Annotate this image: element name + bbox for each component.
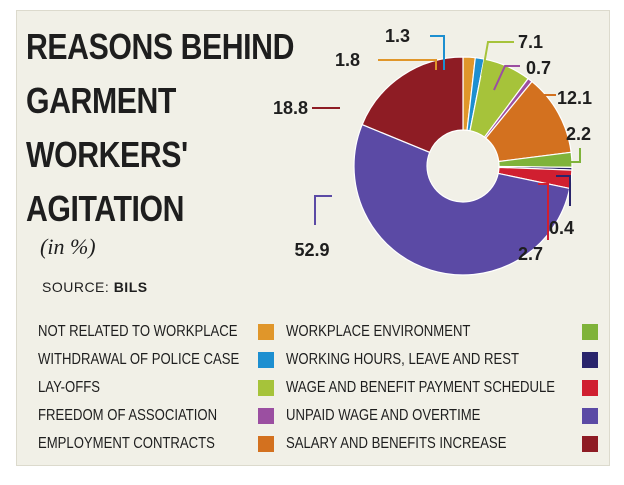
legend-swatch [258, 436, 274, 452]
data-label-3: 0.7 [526, 58, 551, 78]
legend-swatch [258, 352, 274, 368]
title-line-4: AGITATION [26, 188, 185, 229]
title-line-3: WORKERS' [26, 134, 188, 175]
legend-swatch [582, 352, 598, 368]
legend-label: WORKPLACE ENVIRONMENT [286, 323, 471, 340]
legend-swatch [582, 408, 598, 424]
legend-label: FREEDOM OF ASSOCIATION [38, 407, 218, 424]
source-name: BILS [113, 279, 148, 295]
data-label-9: 18.8 [273, 98, 308, 118]
data-label-0: 1.8 [335, 50, 360, 70]
leader-line-7 [538, 183, 549, 240]
data-label-5: 2.2 [566, 124, 591, 144]
leader-line-3 [493, 65, 520, 91]
legend-label: WORKING HOURS, LEAVE AND REST [286, 351, 520, 368]
data-label-6: 0.4 [549, 218, 574, 238]
data-label-7: 2.7 [518, 244, 543, 264]
source-label: SOURCE: [42, 279, 110, 295]
chart-unit: (in %) [40, 234, 96, 259]
leader-line-8 [314, 195, 332, 225]
title-line-1: REASONS BEHIND [26, 26, 294, 67]
leader-line-6 [556, 175, 571, 206]
legend-label: WITHDRAWAL OF POLICE CASE [38, 351, 240, 368]
legend-label: WAGE AND BENEFIT PAYMENT SCHEDULE [286, 379, 556, 396]
legend-swatch [258, 408, 274, 424]
leader-line-1 [430, 35, 445, 70]
leader-line-5 [560, 148, 581, 163]
legend-label: NOT RELATED TO WORKPLACE [38, 323, 238, 340]
data-label-1: 1.3 [385, 26, 410, 46]
legend-swatch [582, 324, 598, 340]
slice-8 [353, 123, 571, 276]
legend-label: LAY-OFFS [38, 379, 100, 396]
legend-label: EMPLOYMENT CONTRACTS [38, 435, 215, 452]
data-label-2: 7.1 [518, 32, 543, 52]
source-credit: SOURCE: BILS [42, 279, 148, 295]
legend-swatch [582, 436, 598, 452]
leader-line-0 [378, 59, 437, 70]
legend-swatch [258, 324, 274, 340]
data-label-4: 12.1 [557, 88, 592, 108]
slice-9 [361, 56, 464, 154]
title-line-2: GARMENT [26, 80, 176, 121]
chart-title: REASONS BEHIND GARMENT WORKERS' AGITATIO… [26, 20, 294, 236]
legend-label: UNPAID WAGE AND OVERTIME [286, 407, 481, 424]
legend-label: SALARY AND BENEFITS INCREASE [286, 435, 507, 452]
leader-line-2 [481, 41, 514, 77]
data-label-8: 52.9 [294, 240, 329, 260]
legend-swatch [258, 380, 274, 396]
legend-swatch [582, 380, 598, 396]
